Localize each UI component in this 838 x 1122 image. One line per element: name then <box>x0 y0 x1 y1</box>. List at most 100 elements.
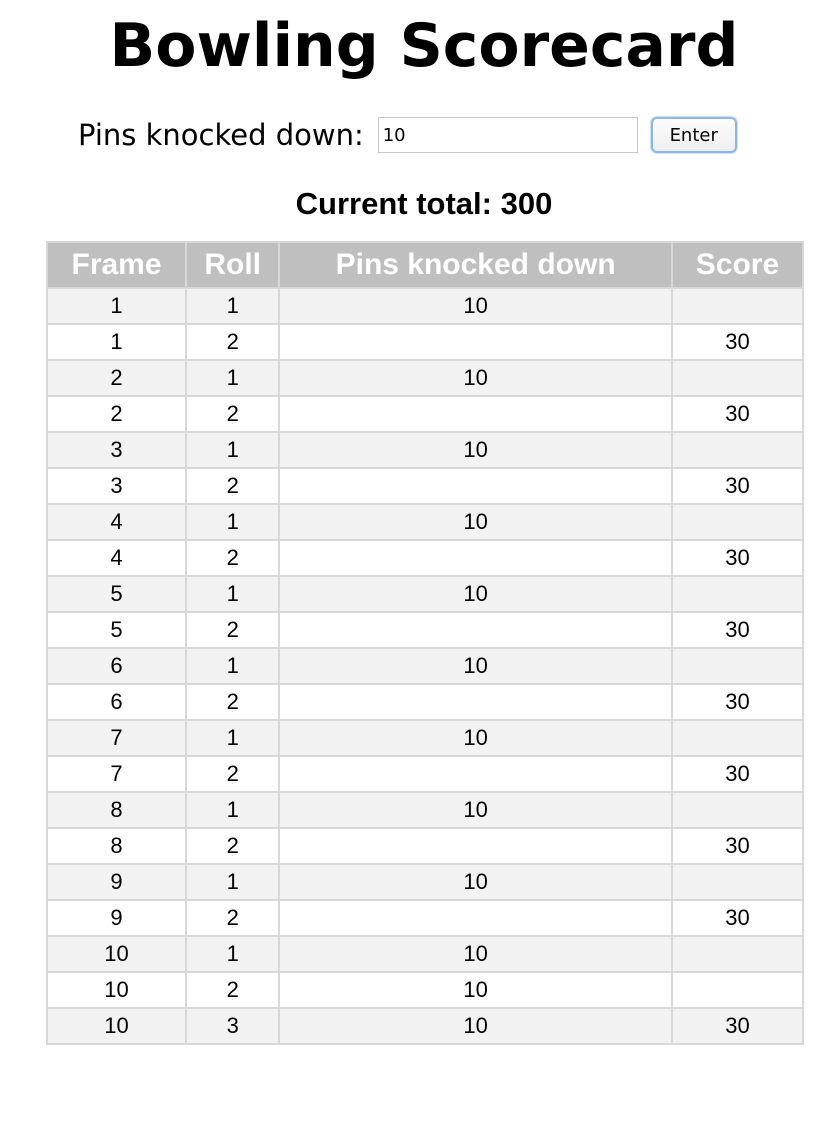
cell-roll: 3 <box>185 1007 281 1045</box>
table-row: 6 2 30 <box>45 683 805 721</box>
cell-pins: 10 <box>278 287 673 325</box>
cell-frame: 10 <box>45 935 188 973</box>
cell-score: 30 <box>670 467 805 505</box>
cell-pins: 10 <box>278 431 673 469</box>
cell-pins <box>278 611 673 649</box>
cell-score: 30 <box>670 683 805 721</box>
table-row: 10 2 10 <box>45 971 805 1009</box>
cell-pins <box>278 827 673 865</box>
table-row: 7 2 30 <box>45 755 805 793</box>
page-title: Bowling Scorecard <box>109 11 739 81</box>
cell-pins <box>278 467 673 505</box>
cell-frame: 2 <box>45 395 188 433</box>
cell-frame: 6 <box>45 683 188 721</box>
cell-pins: 10 <box>278 503 673 541</box>
cell-frame: 3 <box>45 467 188 505</box>
table-row: 9 2 30 <box>45 899 805 937</box>
cell-frame: 1 <box>45 287 188 325</box>
cell-roll: 1 <box>185 719 281 757</box>
table-row: 9 1 10 <box>45 863 805 901</box>
cell-frame: 4 <box>45 503 188 541</box>
cell-roll: 1 <box>185 575 281 613</box>
header-pins: Pins knocked down <box>278 241 673 289</box>
cell-roll: 1 <box>185 935 281 973</box>
current-total: Current total: 300 <box>295 186 553 221</box>
cell-score: 30 <box>670 395 805 433</box>
cell-score <box>670 971 805 1009</box>
table-body: 1 1 10 1 2 30 2 1 10 2 2 30 3 1 10 3 2 30 4 1 10 4 2 30 5 1 10 5 2 30… <box>45 287 805 1045</box>
cell-score: 30 <box>670 539 805 577</box>
pins-input[interactable] <box>377 117 638 153</box>
header-score: Score <box>670 241 805 289</box>
cell-score: 30 <box>670 611 805 649</box>
cell-pins: 10 <box>278 359 673 397</box>
enter-button[interactable]: Enter <box>650 117 737 153</box>
table-row: 3 1 10 <box>45 431 805 469</box>
table-row: 4 2 30 <box>45 539 805 577</box>
cell-frame: 5 <box>45 611 188 649</box>
cell-score: 30 <box>670 899 805 937</box>
table-row: 4 1 10 <box>45 503 805 541</box>
table-row: 8 2 30 <box>45 827 805 865</box>
table-row: 1 1 10 <box>45 287 805 325</box>
cell-roll: 2 <box>185 899 281 937</box>
cell-roll: 1 <box>185 503 281 541</box>
cell-frame: 6 <box>45 647 188 685</box>
table-row: 5 1 10 <box>45 575 805 613</box>
table-row: 8 1 10 <box>45 791 805 829</box>
cell-roll: 1 <box>185 431 281 469</box>
cell-frame: 8 <box>45 791 188 829</box>
cell-score <box>670 503 805 541</box>
cell-pins: 10 <box>278 1007 673 1045</box>
cell-pins <box>278 899 673 937</box>
cell-frame: 4 <box>45 539 188 577</box>
cell-frame: 7 <box>45 755 188 793</box>
scorecard-table: Frame Roll Pins knocked down Score 1 1 10 1… <box>45 241 805 1045</box>
header-roll: Roll <box>185 241 281 289</box>
cell-score <box>670 791 805 829</box>
table-row: 6 1 10 <box>45 647 805 685</box>
header-frame: Frame <box>45 241 188 289</box>
table-row: 2 1 10 <box>45 359 805 397</box>
cell-score <box>670 719 805 757</box>
cell-frame: 10 <box>45 971 188 1009</box>
cell-pins: 10 <box>278 863 673 901</box>
cell-pins <box>278 683 673 721</box>
cell-pins <box>278 395 673 433</box>
cell-frame: 3 <box>45 431 188 469</box>
cell-roll: 2 <box>185 323 281 361</box>
cell-score: 30 <box>670 755 805 793</box>
table-row: 10 1 10 <box>45 935 805 973</box>
cell-score <box>670 359 805 397</box>
cell-pins: 10 <box>278 791 673 829</box>
cell-pins: 10 <box>278 575 673 613</box>
cell-score <box>670 431 805 469</box>
table-header-row: Frame Roll Pins knocked down Score <box>45 241 805 289</box>
cell-roll: 2 <box>185 611 281 649</box>
pins-input-label: Pins knocked down: <box>78 118 364 152</box>
table-row: 3 2 30 <box>45 467 805 505</box>
table-row: 10 3 10 30 <box>45 1007 805 1045</box>
cell-roll: 1 <box>185 647 281 685</box>
cell-score <box>670 575 805 613</box>
cell-pins <box>278 539 673 577</box>
cell-roll: 2 <box>185 755 281 793</box>
cell-pins: 10 <box>278 935 673 973</box>
cell-score <box>670 647 805 685</box>
cell-roll: 2 <box>185 683 281 721</box>
cell-roll: 1 <box>185 863 281 901</box>
cell-frame: 9 <box>45 863 188 901</box>
cell-roll: 1 <box>185 287 281 325</box>
cell-roll: 2 <box>185 467 281 505</box>
cell-pins: 10 <box>278 647 673 685</box>
cell-score <box>670 863 805 901</box>
cell-frame: 7 <box>45 719 188 757</box>
cell-roll: 1 <box>185 359 281 397</box>
table-row: 7 1 10 <box>45 719 805 757</box>
cell-pins: 10 <box>278 971 673 1009</box>
cell-pins <box>278 323 673 361</box>
table-row: 1 2 30 <box>45 323 805 361</box>
cell-roll: 1 <box>185 791 281 829</box>
cell-pins <box>278 755 673 793</box>
cell-score <box>670 935 805 973</box>
